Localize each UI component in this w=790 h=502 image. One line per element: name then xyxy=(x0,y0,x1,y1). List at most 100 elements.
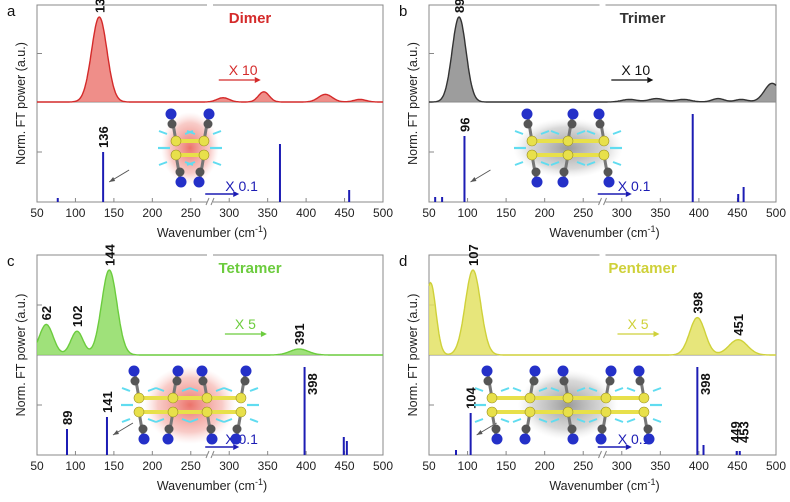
stick-label: 96 xyxy=(457,118,472,132)
motion-arrow xyxy=(186,161,196,166)
molecule-illustration xyxy=(474,365,662,445)
motion-arrow xyxy=(612,161,622,166)
axis-break-mark xyxy=(598,450,602,459)
atom-nitrogen xyxy=(206,433,218,445)
spectrum-line xyxy=(37,16,383,103)
atom-nitrogen xyxy=(603,176,615,188)
panel-pentamer: 50 100 150 200 250 300 350 400 450 500 Wavenumber … xyxy=(399,244,786,493)
stick-label: 136 xyxy=(96,126,111,148)
motion-arrow xyxy=(212,130,222,135)
motion-arrow xyxy=(586,130,596,135)
x-tick-label: 350 xyxy=(650,206,670,220)
x-tick-label: 400 xyxy=(296,206,316,220)
highlight-glow xyxy=(513,118,623,178)
axis-break-bottom xyxy=(599,199,606,206)
x-tick-label: 50 xyxy=(422,206,436,220)
atom-nitrogen xyxy=(529,365,541,377)
x-tick-label: 50 xyxy=(422,459,436,473)
atom-carbon xyxy=(595,119,605,129)
x-tick-label: 300 xyxy=(219,206,239,220)
atom-nitrogen xyxy=(240,365,252,377)
x-tick-label: 250 xyxy=(181,206,201,220)
x-tick-label: 400 xyxy=(689,206,709,220)
motion-arrow xyxy=(612,130,622,135)
molecule-illustration xyxy=(513,108,623,188)
x-tick-label: 500 xyxy=(766,459,786,473)
motion-arrow xyxy=(550,130,560,135)
stick-label: 89 xyxy=(60,411,75,425)
scale-arrow-head xyxy=(254,77,261,83)
atom-nitrogen xyxy=(203,108,215,120)
atom-nitrogen xyxy=(567,108,579,120)
motion-arrow xyxy=(223,387,233,392)
panel-dimer: 50 100 150 200 250 300 350 400 450 500 Wavenumber … xyxy=(7,0,393,240)
atom-carbon xyxy=(198,376,208,386)
motion-arrow xyxy=(181,418,191,423)
motion-arrow xyxy=(614,418,624,423)
motion-arrow xyxy=(588,418,598,423)
pointer-head xyxy=(109,177,116,182)
motion-arrow xyxy=(155,387,165,392)
motion-arrow xyxy=(576,130,586,135)
motion-arrow xyxy=(512,418,522,423)
atom-carbon xyxy=(167,119,177,129)
stick-label: 449 xyxy=(728,421,743,443)
x-axis-label: Wavenumber (cm-1) xyxy=(549,477,659,493)
stick-scale-arrow-head xyxy=(233,191,240,197)
motion-arrow xyxy=(652,418,662,423)
atom-nitrogen xyxy=(643,433,655,445)
panel-title: Tetramer xyxy=(218,260,281,277)
motion-arrow xyxy=(500,387,510,392)
x-tick-label: 350 xyxy=(258,206,278,220)
x-tick-label: 100 xyxy=(458,459,478,473)
motion-arrow xyxy=(576,161,586,166)
atom-nitrogen xyxy=(481,365,493,377)
y-axis-label: Norm. FT power (a.u.) xyxy=(14,42,28,165)
motion-arrow xyxy=(614,387,624,392)
x-axis-label: Wavenumber (cm-1) xyxy=(157,224,267,240)
x-tick-label: 50 xyxy=(30,206,44,220)
stick-label: 398 xyxy=(305,373,320,395)
motion-arrow xyxy=(121,418,131,423)
stick-label: 398 xyxy=(698,373,713,395)
atom-carbon xyxy=(491,424,501,434)
x-tick-label: 300 xyxy=(612,206,632,220)
scale-label: X 10 xyxy=(621,62,650,78)
atom-nitrogen xyxy=(557,176,569,188)
stick-scale-arrow-head xyxy=(233,444,240,450)
atom-carbon xyxy=(597,424,607,434)
spectrum-fill xyxy=(37,270,383,355)
atom-metal xyxy=(486,406,498,418)
stick-label: 141 xyxy=(100,391,115,413)
x-tick-label: 350 xyxy=(258,459,278,473)
panel-title: Pentamer xyxy=(608,260,677,277)
atom-carbon xyxy=(232,424,242,434)
atom-carbon xyxy=(567,119,577,129)
scale-label: X 5 xyxy=(235,316,256,332)
x-tick-label: 200 xyxy=(535,206,555,220)
atom-carbon xyxy=(130,376,140,386)
motion-arrow xyxy=(576,387,586,392)
motion-arrow xyxy=(249,387,259,392)
atom-carbon xyxy=(483,376,493,386)
atom-metal xyxy=(598,135,610,147)
motion-arrow xyxy=(189,387,199,392)
scale-label: X 5 xyxy=(627,316,648,332)
atom-carbon xyxy=(138,424,148,434)
motion-arrow xyxy=(215,387,225,392)
atom-metal xyxy=(526,149,538,161)
atom-metal xyxy=(526,135,538,147)
motion-arrow xyxy=(538,418,548,423)
spectrum-line xyxy=(36,269,383,356)
atom-nitrogen xyxy=(519,433,531,445)
atom-carbon xyxy=(523,119,533,129)
x-tick-label: 50 xyxy=(30,459,44,473)
atom-nitrogen xyxy=(162,433,174,445)
axis-break-mark xyxy=(598,197,602,206)
x-tick-label: 300 xyxy=(219,459,239,473)
atom-nitrogen xyxy=(521,108,533,120)
atom-nitrogen xyxy=(128,365,140,377)
scale-arrow-head xyxy=(647,77,654,83)
motion-arrow xyxy=(550,387,560,392)
atom-metal xyxy=(133,392,145,404)
